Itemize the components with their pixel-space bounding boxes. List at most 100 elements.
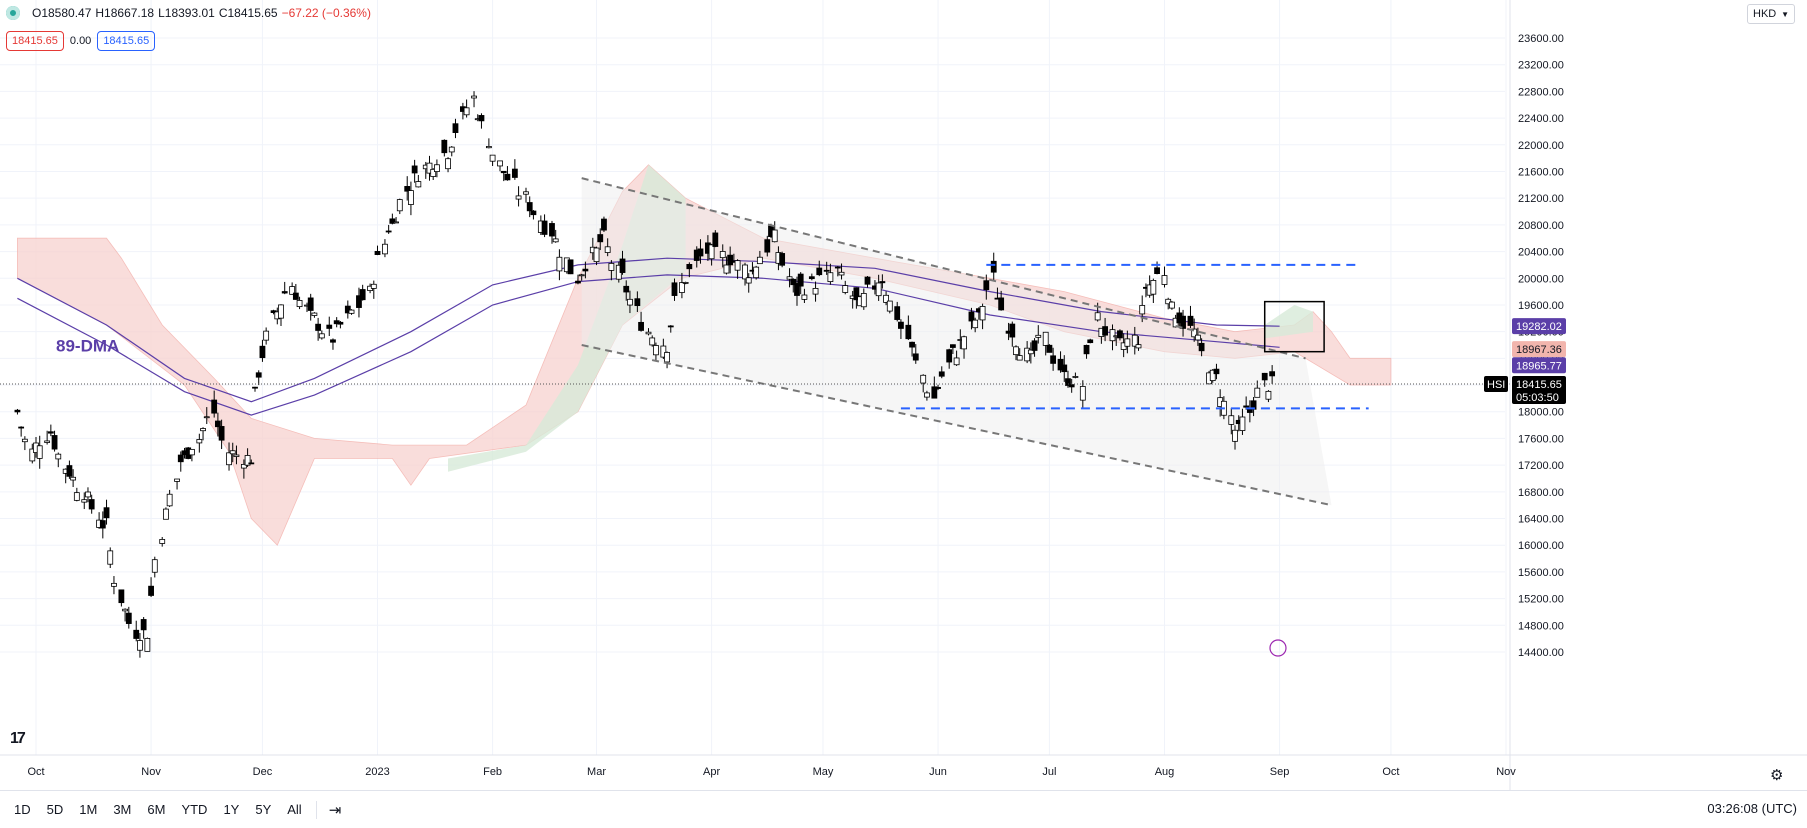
candle-body bbox=[608, 262, 615, 271]
candle-body bbox=[66, 465, 73, 477]
ma-label-mid: 18967.36 bbox=[1516, 344, 1562, 356]
y-tick-label: 22800.00 bbox=[1518, 86, 1564, 98]
candle-body bbox=[1027, 349, 1034, 355]
candle-body bbox=[1169, 301, 1175, 309]
candle-body bbox=[159, 539, 166, 544]
x-tick-label: 2023 bbox=[365, 766, 389, 778]
price-axis: 23600.00 23200.00 22800.00 22400.00 22000.00… bbox=[1484, 0, 1807, 790]
range-button-6m[interactable]: 6M bbox=[147, 802, 166, 817]
x-tick-label: Nov bbox=[1496, 766, 1516, 778]
annotation-89-dma: 89-DMA bbox=[56, 337, 119, 356]
ohlc-open: O18580.47 bbox=[32, 6, 92, 20]
ma-label-top-bg bbox=[1512, 318, 1566, 335]
candle-body bbox=[107, 550, 114, 565]
y-tick-label: 21200.00 bbox=[1518, 193, 1564, 205]
range-button-all[interactable]: All bbox=[287, 802, 302, 817]
candle-body bbox=[500, 170, 507, 174]
candle-body bbox=[816, 267, 823, 276]
candle-body bbox=[1065, 378, 1071, 386]
candle-body bbox=[426, 162, 433, 174]
date-range-icon[interactable]: ⇥ bbox=[328, 801, 342, 819]
candle-body bbox=[756, 256, 763, 265]
candle-body bbox=[1061, 364, 1068, 373]
candle-body bbox=[148, 585, 154, 596]
candle-body bbox=[296, 300, 303, 308]
candle-body bbox=[912, 353, 919, 361]
candle-body bbox=[909, 341, 915, 348]
candle-body bbox=[218, 426, 225, 441]
currency-select[interactable]: HKD ▼ bbox=[1747, 4, 1795, 24]
buy-button[interactable]: 18415.65 bbox=[97, 31, 156, 51]
candle-body bbox=[111, 582, 117, 587]
candle-body bbox=[686, 263, 693, 270]
y-tick-label: 18000.00 bbox=[1518, 407, 1564, 419]
candle-body bbox=[103, 507, 110, 519]
candle-body bbox=[853, 287, 860, 301]
x-tick-label: Oct bbox=[27, 766, 44, 778]
candle-body bbox=[552, 238, 559, 243]
x-tick-label: Oct bbox=[1382, 766, 1399, 778]
ohlc-change: −67.22 (−0.36%) bbox=[281, 6, 371, 20]
candle-body bbox=[211, 399, 218, 414]
candle-body bbox=[1135, 344, 1142, 349]
candle-body bbox=[452, 123, 459, 133]
candle-body bbox=[938, 371, 945, 377]
candle-body bbox=[578, 274, 585, 277]
candle-body bbox=[404, 186, 411, 192]
time-axis: Oct Nov Dec 2023 Feb Mar Apr May Jun Jul Aug Sep Oct… bbox=[0, 754, 1807, 778]
candle-body bbox=[727, 254, 734, 266]
candle-body bbox=[979, 306, 986, 321]
range-button-1m[interactable]: 1M bbox=[79, 802, 98, 817]
ohlc-low: L18393.01 bbox=[158, 6, 215, 20]
gear-icon[interactable]: ⚙ bbox=[1770, 767, 1784, 784]
candle-body bbox=[790, 278, 797, 286]
y-tick-label: 14800.00 bbox=[1518, 620, 1564, 632]
candle-body bbox=[337, 321, 344, 325]
candle-body bbox=[1117, 330, 1123, 339]
sell-button[interactable]: 18415.65 bbox=[6, 31, 64, 51]
candle-body bbox=[144, 637, 151, 652]
y-tick-label: 22400.00 bbox=[1518, 113, 1564, 125]
range-button-1y[interactable]: 1Y bbox=[223, 802, 240, 817]
candle-body bbox=[489, 154, 496, 162]
candle-body bbox=[619, 258, 626, 273]
candle-body bbox=[827, 272, 834, 283]
candle-body bbox=[931, 386, 938, 399]
ma-89-line bbox=[17, 257, 1280, 403]
candle-body bbox=[723, 264, 730, 274]
price-chart[interactable]: 89-DMA 23600.0023200.0022800.0022400.002… bbox=[0, 0, 1807, 790]
candle-body bbox=[200, 428, 206, 432]
range-button-ytd[interactable]: YTD bbox=[181, 802, 208, 817]
candle-body bbox=[983, 280, 990, 291]
range-button-5y[interactable]: 5Y bbox=[255, 802, 272, 817]
range-button-1d[interactable]: 1D bbox=[14, 802, 31, 817]
candle-body bbox=[808, 276, 815, 280]
range-button-3m[interactable]: 3M bbox=[113, 802, 132, 817]
candle-body bbox=[1198, 342, 1205, 352]
candle-body bbox=[664, 352, 670, 363]
candle-body bbox=[196, 439, 203, 444]
candle-body bbox=[779, 253, 786, 266]
candle-body bbox=[36, 445, 43, 459]
events-icon[interactable] bbox=[1269, 639, 1287, 657]
range-button-5d[interactable]: 5D bbox=[46, 802, 64, 817]
x-tick-label: Aug bbox=[1155, 766, 1175, 778]
ma-label-top: 19282.02 bbox=[1516, 321, 1562, 333]
candle-body bbox=[385, 230, 392, 233]
candle-body bbox=[894, 306, 901, 320]
candle-body bbox=[864, 276, 871, 285]
tradingview-logo-icon[interactable]: 17 bbox=[10, 730, 26, 747]
clock: 03:26:08 (UTC) bbox=[1707, 801, 1797, 816]
x-tick-label: May bbox=[813, 766, 834, 778]
candle-body bbox=[1265, 390, 1272, 400]
candle-body bbox=[393, 221, 399, 224]
candle-body bbox=[1072, 376, 1079, 378]
candle-body bbox=[326, 324, 333, 329]
x-tick-label: Nov bbox=[141, 766, 161, 778]
candle-body bbox=[924, 392, 930, 398]
candle-body bbox=[961, 336, 967, 350]
candle-body bbox=[252, 386, 258, 389]
candle-body bbox=[1013, 346, 1019, 356]
candle-body bbox=[638, 321, 644, 331]
candle-body bbox=[174, 478, 180, 482]
